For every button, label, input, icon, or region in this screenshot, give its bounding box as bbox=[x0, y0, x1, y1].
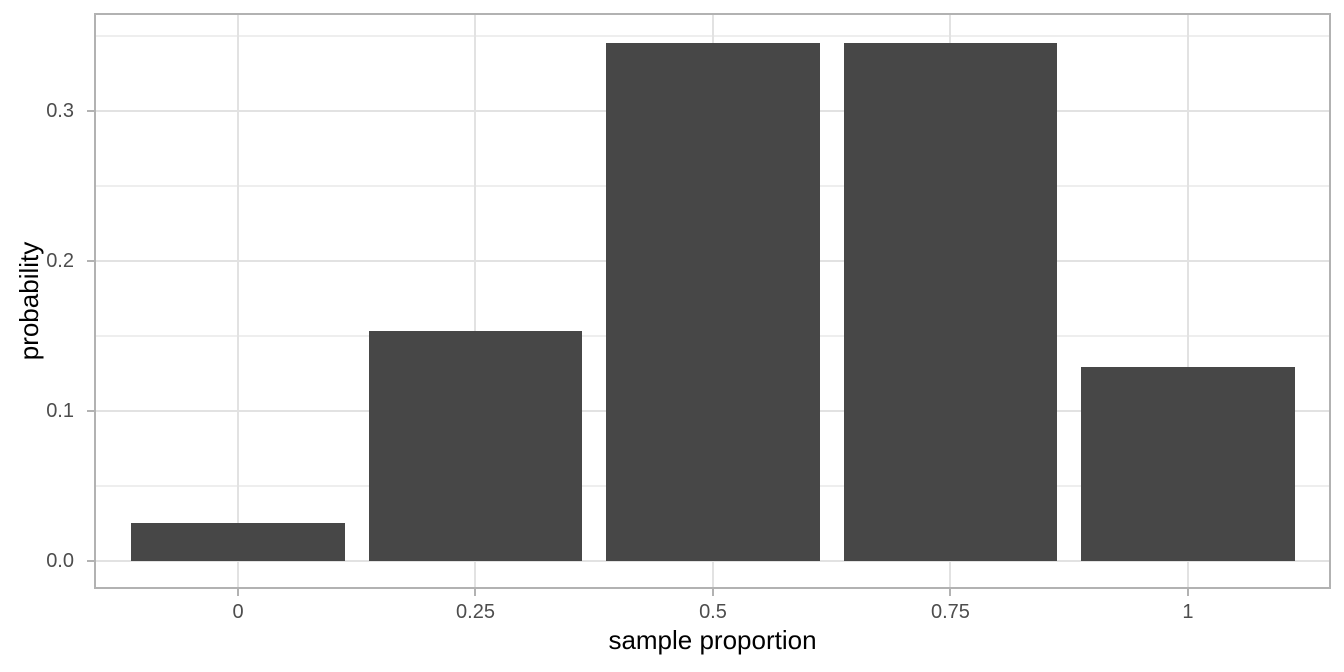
y-axis-title: probability bbox=[14, 241, 44, 361]
x-tick-label: 0.75 bbox=[930, 601, 970, 623]
bar bbox=[606, 42, 820, 561]
x-tick-mark bbox=[474, 589, 477, 596]
x-tick-label: 1 bbox=[1182, 601, 1194, 623]
bar bbox=[843, 42, 1058, 561]
x-tick-mark bbox=[711, 589, 714, 596]
y-tick-mark bbox=[87, 560, 94, 562]
x-tick-mark bbox=[1186, 589, 1189, 596]
y-tick-label: 0.3 bbox=[46, 100, 74, 122]
y-tick-mark bbox=[87, 410, 94, 412]
gridline-major-vertical bbox=[1186, 15, 1189, 587]
y-tick-label: 0.0 bbox=[46, 550, 74, 572]
bar bbox=[368, 330, 583, 561]
x-tick-label: 0.25 bbox=[456, 601, 495, 623]
x-tick-label: 0.5 bbox=[699, 601, 727, 623]
gridline-major-vertical bbox=[474, 15, 477, 587]
y-tick-mark bbox=[87, 110, 94, 112]
bar bbox=[131, 522, 345, 561]
y-tick-label: 0.2 bbox=[46, 250, 74, 272]
x-tick-label: 0 bbox=[232, 601, 244, 623]
gridline-major-vertical bbox=[237, 15, 239, 587]
y-tick-label: 0.1 bbox=[46, 400, 74, 422]
y-tick-mark bbox=[87, 260, 94, 262]
x-tick-mark bbox=[237, 589, 239, 596]
bar bbox=[1081, 366, 1295, 561]
x-axis-title: sample proportion bbox=[608, 625, 817, 655]
x-tick-mark bbox=[949, 589, 952, 596]
